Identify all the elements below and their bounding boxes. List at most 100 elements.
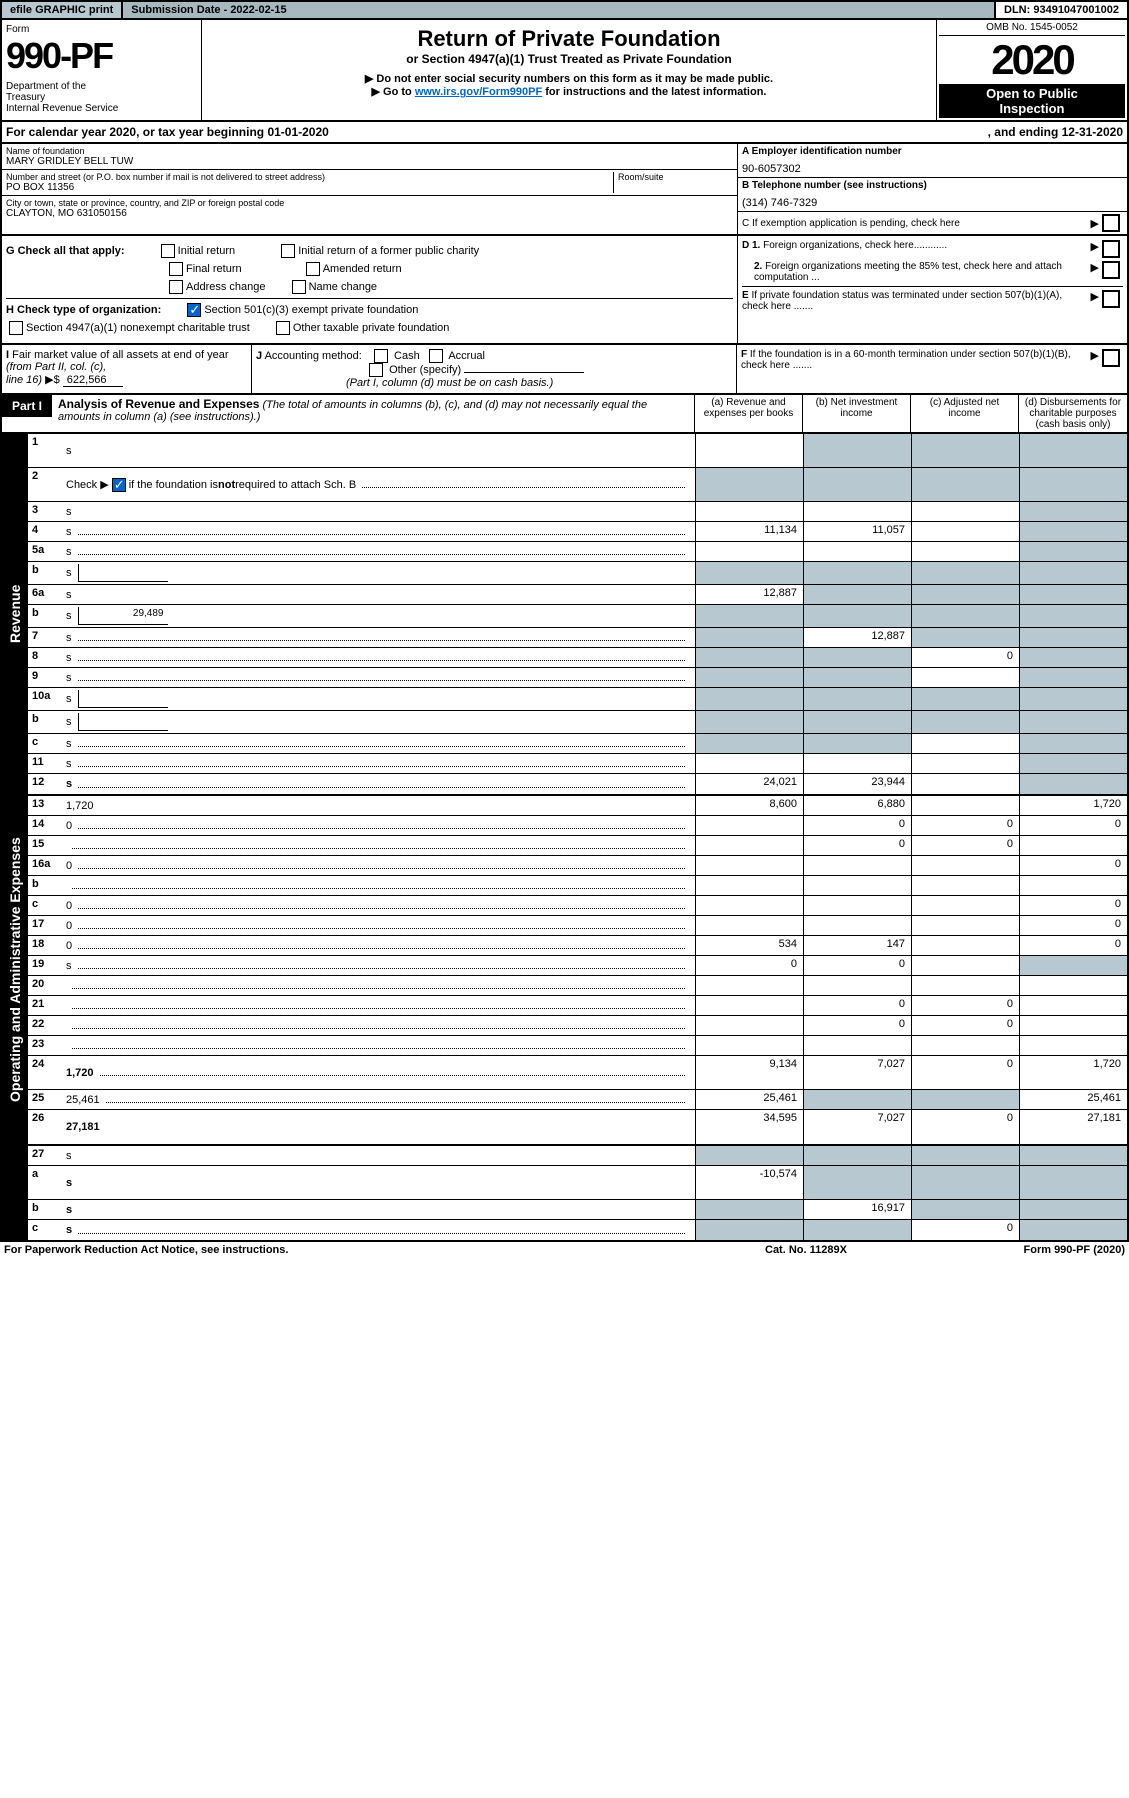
expenses-section: Operating and Administrative Expenses 13…	[0, 796, 1129, 1146]
cash-chk[interactable]	[374, 349, 388, 363]
row-desc: s	[62, 668, 695, 687]
table-row: 4s11,13411,057	[28, 522, 1127, 542]
row-number: 13	[28, 796, 62, 815]
row-desc	[62, 876, 695, 895]
row-number: b	[28, 1200, 62, 1219]
row-number: b	[28, 876, 62, 895]
e-chk[interactable]	[1102, 290, 1120, 308]
cell-b: 0	[803, 996, 911, 1015]
table-row: 2525,46125,46125,461	[28, 1090, 1127, 1110]
table-row: 6as12,887	[28, 585, 1127, 605]
dept-treasury: Department of theTreasuryInternal Revenu…	[6, 81, 197, 114]
table-row: 2627,18134,5957,027027,181	[28, 1110, 1127, 1144]
cell-a	[695, 734, 803, 753]
cell-a: 12,887	[695, 585, 803, 604]
table-row: 27s	[28, 1146, 1127, 1166]
row-number: 20	[28, 976, 62, 995]
other-taxable-chk[interactable]	[276, 321, 290, 335]
omb-number: OMB No. 1545-0052	[939, 22, 1125, 36]
cell-b: 23,944	[803, 774, 911, 794]
address-change-chk[interactable]	[169, 280, 183, 294]
row-desc: 27,181	[62, 1110, 695, 1144]
cell-c	[911, 1200, 1019, 1219]
table-row: 7s12,887	[28, 628, 1127, 648]
cell-d	[1019, 648, 1127, 667]
cell-c	[911, 711, 1019, 733]
row-desc: 0	[62, 896, 695, 915]
cell-b	[803, 896, 911, 915]
cell-a	[695, 605, 803, 627]
initial-return-chk[interactable]	[161, 244, 175, 258]
cell-c	[911, 1146, 1019, 1165]
table-row: 5as	[28, 542, 1127, 562]
c-pending-cell: C If exemption application is pending, c…	[738, 212, 1127, 234]
row-desc: s	[62, 754, 695, 773]
cell-a	[695, 1036, 803, 1055]
i-cell: I Fair market value of all assets at end…	[2, 345, 252, 393]
paperwork-notice: For Paperwork Reduction Act Notice, see …	[4, 1244, 765, 1256]
cell-c	[911, 774, 1019, 794]
cell-d	[1019, 1200, 1127, 1219]
4947-chk[interactable]	[9, 321, 23, 335]
amended-chk[interactable]	[306, 262, 320, 276]
cell-b	[803, 688, 911, 710]
cell-c	[911, 502, 1019, 521]
form-ref: Form 990-PF (2020)	[965, 1244, 1125, 1256]
cell-b	[803, 434, 911, 467]
cell-a	[695, 896, 803, 915]
cell-d: 0	[1019, 896, 1127, 915]
cell-b	[803, 1090, 911, 1109]
city-cell: City or town, state or province, country…	[2, 196, 737, 221]
expenses-side-label: Operating and Administrative Expenses	[2, 796, 28, 1144]
cell-a	[695, 668, 803, 687]
other-acct-chk[interactable]	[369, 363, 383, 377]
table-row: 3s	[28, 502, 1127, 522]
initial-former-chk[interactable]	[281, 244, 295, 258]
cell-b	[803, 976, 911, 995]
accrual-chk[interactable]	[429, 349, 443, 363]
sub-value	[78, 690, 168, 708]
row-number: 2	[28, 468, 62, 501]
cell-a	[695, 688, 803, 710]
cell-a	[695, 711, 803, 733]
cell-c	[911, 1166, 1019, 1199]
cell-b	[803, 468, 911, 501]
cell-a	[695, 1146, 803, 1165]
cell-c	[911, 734, 1019, 753]
cell-b: 147	[803, 936, 911, 955]
year-box: OMB No. 1545-0052 2020 Open to PublicIns…	[937, 20, 1127, 120]
name-change-chk[interactable]	[292, 280, 306, 294]
cell-d: 0	[1019, 856, 1127, 875]
efile-label: efile GRAPHIC print	[2, 2, 123, 18]
501c3-chk[interactable]	[187, 303, 201, 317]
d1-chk[interactable]	[1102, 240, 1120, 258]
form-number: 990-PF	[6, 35, 197, 77]
row-desc: 0	[62, 856, 695, 875]
cell-b	[803, 916, 911, 935]
final-return-chk[interactable]	[169, 262, 183, 276]
irs-link[interactable]: www.irs.gov/Form990PF	[415, 86, 542, 98]
row-desc: s	[62, 688, 695, 710]
row-desc: 0	[62, 936, 695, 955]
row-number: 19	[28, 956, 62, 975]
cell-b: 11,057	[803, 522, 911, 541]
f-cell: F If the foundation is in a 60-month ter…	[737, 345, 1127, 393]
d2-chk[interactable]	[1102, 261, 1120, 279]
cell-c	[911, 976, 1019, 995]
cell-d	[1019, 542, 1127, 561]
cell-d: 1,720	[1019, 796, 1127, 815]
cell-b	[803, 1036, 911, 1055]
table-row: 1500	[28, 836, 1127, 856]
cell-c	[911, 796, 1019, 815]
address-cell: Number and street (or P.O. box number if…	[2, 170, 737, 196]
cell-c	[911, 936, 1019, 955]
row-desc: 1,720	[62, 796, 695, 815]
cell-a	[695, 856, 803, 875]
foundation-name-cell: Name of foundation MARY GRIDLEY BELL TUW	[2, 144, 737, 170]
c-checkbox[interactable]	[1102, 214, 1120, 232]
f-chk[interactable]	[1102, 349, 1120, 367]
schb-chk[interactable]	[112, 478, 126, 492]
table-row: as-10,574	[28, 1166, 1127, 1200]
g-h-section: G Check all that apply: Initial return I…	[0, 236, 1129, 345]
cell-d	[1019, 976, 1127, 995]
